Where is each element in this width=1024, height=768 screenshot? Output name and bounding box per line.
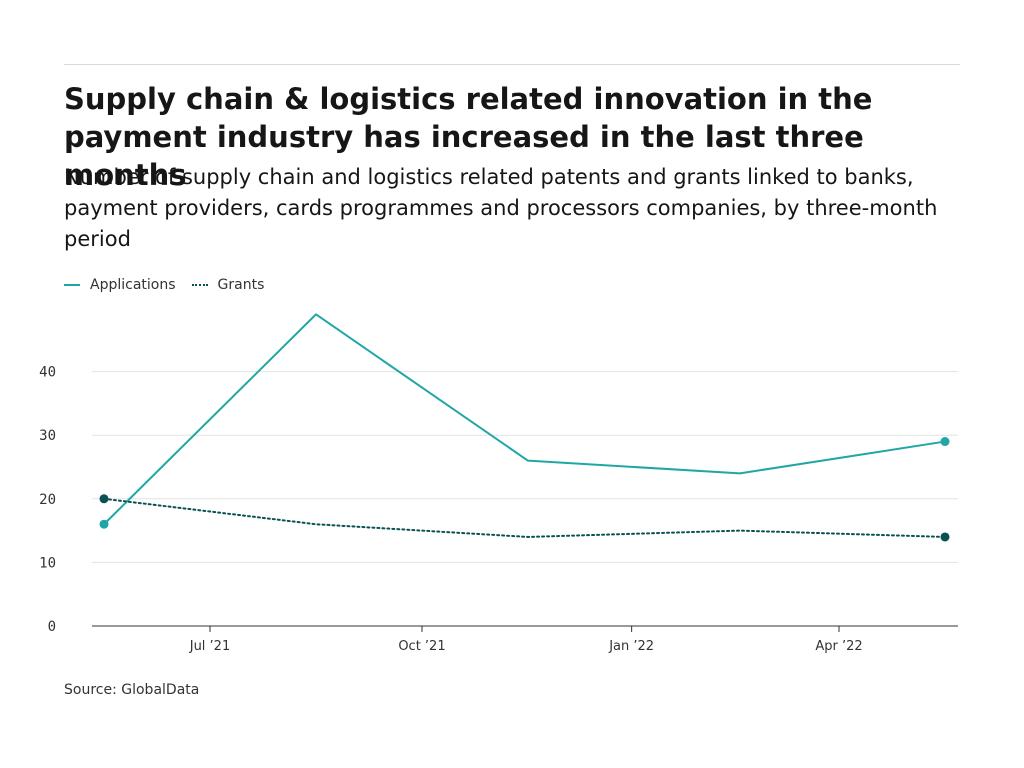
data-point-grants bbox=[940, 532, 950, 542]
series-line-grants bbox=[103, 497, 946, 538]
legend-swatch-applications bbox=[64, 284, 80, 286]
y-tick-label: 20 bbox=[39, 492, 56, 508]
legend-item-grants: Grants bbox=[191, 277, 265, 293]
x-tick-label: Apr ’22 bbox=[815, 639, 862, 654]
data-point-applications bbox=[940, 437, 950, 447]
x-tick-label: Jul ’21 bbox=[189, 639, 231, 654]
legend-swatch-grants bbox=[191, 284, 208, 286]
chart-subtitle: Number of supply chain and logistics rel… bbox=[64, 165, 938, 251]
y-tick-label: 0 bbox=[48, 619, 56, 635]
y-tick-label: 40 bbox=[39, 365, 56, 381]
chart-title: Supply chain & logistics related innovat… bbox=[64, 82, 873, 192]
legend-label-grants: Grants bbox=[217, 277, 265, 293]
legend-label-applications: Applications bbox=[90, 277, 176, 293]
x-tick-label: Jan ’22 bbox=[608, 639, 654, 654]
y-tick-label: 10 bbox=[39, 555, 56, 571]
top-rule bbox=[64, 64, 960, 65]
data-point-applications bbox=[99, 519, 109, 529]
x-tick-label: Oct ’21 bbox=[398, 639, 445, 654]
legend: Applications Grants bbox=[64, 275, 280, 295]
data-point-grants bbox=[99, 494, 109, 504]
source-note: Source: GlobalData bbox=[64, 682, 200, 698]
y-tick-label: 30 bbox=[39, 428, 56, 444]
legend-item-applications: Applications bbox=[64, 277, 176, 293]
series-line-applications bbox=[103, 313, 946, 525]
line-chart: 0 10 20 30 40 Jul ’21 Oct ’21 Jan ’22 Apr ’22 bbox=[39, 313, 958, 654]
